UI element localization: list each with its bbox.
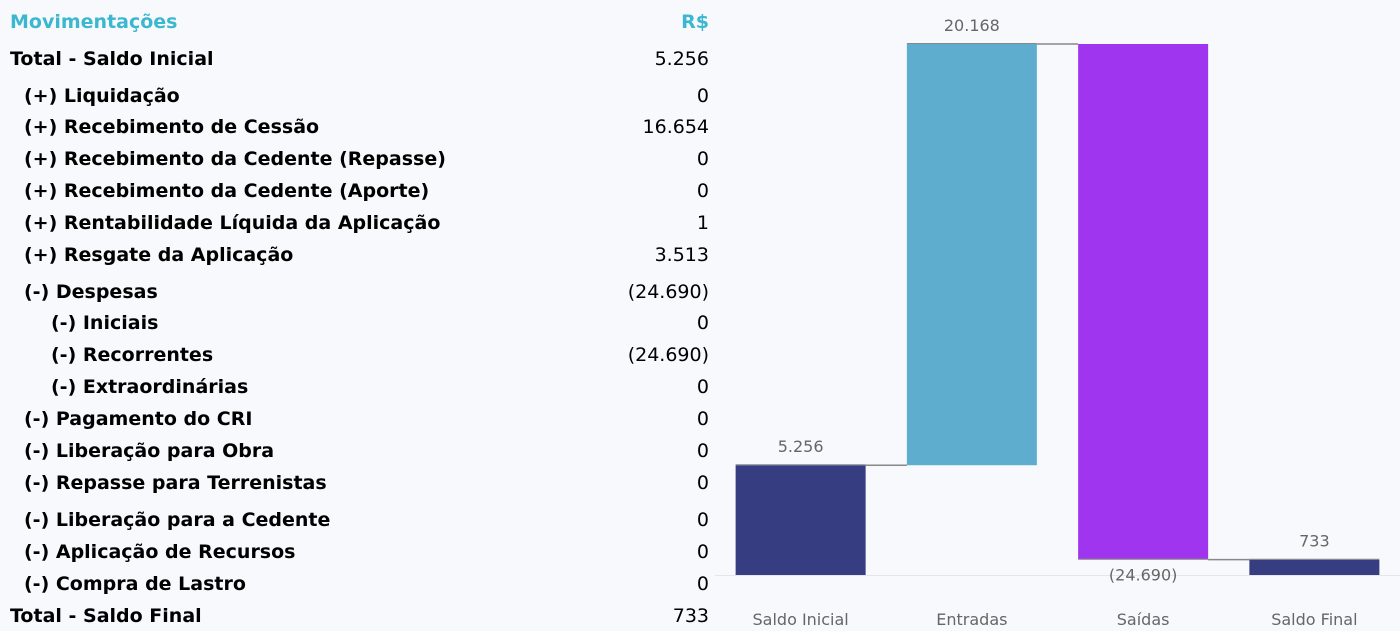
row-value: 0 bbox=[696, 573, 709, 595]
table-row: (-) Repasse para Terrenistas 0 bbox=[0, 468, 720, 498]
row-label: (-) Liberação para a Cedente bbox=[24, 509, 331, 531]
table-row: (+) Rentabilidade Líquida da Aplicação 1 bbox=[0, 208, 720, 238]
row-value: 3.513 bbox=[654, 244, 709, 266]
data-label: 5.256 bbox=[778, 437, 824, 456]
row-label: Total - Saldo Final bbox=[10, 605, 202, 627]
row-label: (+) Recebimento da Cedente (Repasse) bbox=[24, 148, 446, 170]
bar-saldo-inicial bbox=[735, 465, 866, 575]
row-label: (+) Rentabilidade Líquida da Aplicação bbox=[24, 212, 441, 234]
row-label: (+) Recebimento da Cedente (Aporte) bbox=[24, 180, 430, 202]
x-tick-label: Saldo Inicial bbox=[753, 610, 849, 628]
table-row: (+) Recebimento de Cessão 16.654 bbox=[0, 112, 720, 142]
table-row: (-) Pagamento do CRI 0 bbox=[0, 404, 720, 434]
row-value: (24.690) bbox=[627, 281, 709, 303]
table-row: Total - Saldo Final 733 bbox=[0, 601, 720, 631]
row-label: (-) Repasse para Terrenistas bbox=[24, 472, 327, 494]
table-row: (-) Aplicação de Recursos 0 bbox=[0, 537, 720, 567]
row-label: (-) Extraordinárias bbox=[51, 376, 249, 398]
table-header: Movimentações R$ bbox=[0, 7, 720, 37]
table-row: (+) Resgate da Aplicação 3.513 bbox=[0, 240, 720, 270]
x-tick-label: Saldo Final bbox=[1271, 610, 1357, 628]
bar-entradas bbox=[906, 44, 1037, 466]
header-currency: R$ bbox=[681, 11, 709, 33]
row-value: (24.690) bbox=[627, 344, 709, 366]
row-value: 5.256 bbox=[654, 48, 709, 70]
table-row: (-) Iniciais 0 bbox=[0, 308, 720, 338]
row-value: 0 bbox=[696, 408, 709, 430]
row-label: (-) Recorrentes bbox=[51, 344, 214, 366]
data-label: (24.690) bbox=[1109, 566, 1177, 585]
row-value: 0 bbox=[696, 440, 709, 462]
row-label: (+) Liquidação bbox=[24, 85, 180, 107]
row-value: 0 bbox=[696, 180, 709, 202]
x-tick-label: Saídas bbox=[1117, 610, 1170, 628]
data-label: 733 bbox=[1299, 532, 1330, 551]
data-label: 20.168 bbox=[944, 16, 1000, 35]
row-value: 0 bbox=[696, 376, 709, 398]
row-value: 0 bbox=[696, 312, 709, 334]
row-label: Total - Saldo Inicial bbox=[10, 48, 214, 70]
table-row: (+) Recebimento da Cedente (Aporte) 0 bbox=[0, 176, 720, 206]
row-label: (-) Pagamento do CRI bbox=[24, 408, 253, 430]
table-row: (-) Liberação para a Cedente 0 bbox=[0, 505, 720, 535]
bar-sa-das bbox=[1078, 44, 1209, 560]
waterfall-chart: 5.256 Saldo Inicial 20.168 Entradas (24.690)… bbox=[715, 16, 1400, 628]
row-value: 0 bbox=[696, 148, 709, 170]
row-value: 16.654 bbox=[642, 116, 709, 138]
row-value: 733 bbox=[672, 605, 709, 627]
bar-saldo-final bbox=[1249, 559, 1380, 575]
row-label: (+) Resgate da Aplicação bbox=[24, 244, 294, 266]
table-row: (-) Recorrentes (24.690) bbox=[0, 340, 720, 370]
x-tick-label: Entradas bbox=[936, 610, 1007, 628]
row-value: 0 bbox=[696, 541, 709, 563]
row-value: 0 bbox=[696, 472, 709, 494]
table-row: (-) Extraordinárias 0 bbox=[0, 372, 720, 402]
row-label: (-) Compra de Lastro bbox=[24, 573, 246, 595]
row-value: 0 bbox=[696, 85, 709, 107]
movements-table: Movimentações R$ Total - Saldo Inicial 5… bbox=[0, 7, 720, 631]
row-label: (-) Iniciais bbox=[51, 312, 159, 334]
row-label: (-) Aplicação de Recursos bbox=[24, 541, 296, 563]
table-row: (+) Recebimento da Cedente (Repasse) 0 bbox=[0, 144, 720, 174]
table-row: (+) Liquidação 0 bbox=[0, 81, 720, 111]
row-label: (+) Recebimento de Cessão bbox=[24, 116, 320, 138]
row-value: 0 bbox=[696, 509, 709, 531]
header-label: Movimentações bbox=[10, 11, 178, 33]
table-row: (-) Compra de Lastro 0 bbox=[0, 569, 720, 599]
table-row: (-) Despesas (24.690) bbox=[0, 277, 720, 307]
table-row: Total - Saldo Inicial 5.256 bbox=[0, 44, 720, 74]
row-label: (-) Despesas bbox=[24, 281, 158, 303]
row-value: 1 bbox=[696, 212, 709, 234]
row-label: (-) Liberação para Obra bbox=[24, 440, 275, 462]
table-row: (-) Liberação para Obra 0 bbox=[0, 436, 720, 466]
